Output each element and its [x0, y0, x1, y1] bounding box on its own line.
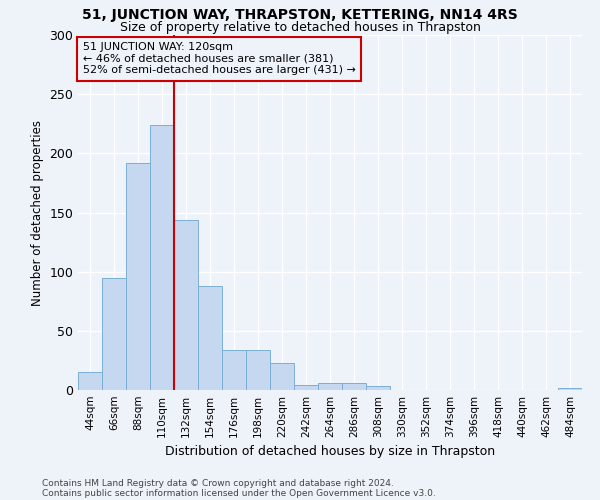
Bar	[246, 350, 270, 390]
Bar	[174, 220, 198, 390]
Y-axis label: Number of detached properties: Number of detached properties	[31, 120, 44, 306]
Bar	[222, 350, 246, 390]
Text: 51 JUNCTION WAY: 120sqm
← 46% of detached houses are smaller (381)
52% of semi-d: 51 JUNCTION WAY: 120sqm ← 46% of detache…	[83, 42, 356, 76]
Bar	[198, 286, 222, 390]
Bar	[102, 278, 126, 390]
Bar	[558, 388, 582, 390]
Bar	[318, 383, 342, 390]
X-axis label: Distribution of detached houses by size in Thrapston: Distribution of detached houses by size …	[165, 446, 495, 458]
Text: Size of property relative to detached houses in Thrapston: Size of property relative to detached ho…	[119, 22, 481, 35]
Bar	[126, 163, 150, 390]
Bar	[270, 363, 294, 390]
Bar	[366, 386, 390, 390]
Bar	[342, 383, 366, 390]
Text: Contains HM Land Registry data © Crown copyright and database right 2024.: Contains HM Land Registry data © Crown c…	[42, 478, 394, 488]
Text: Contains public sector information licensed under the Open Government Licence v3: Contains public sector information licen…	[42, 488, 436, 498]
Bar	[294, 386, 318, 390]
Bar	[150, 125, 174, 390]
Bar	[78, 372, 102, 390]
Text: 51, JUNCTION WAY, THRAPSTON, KETTERING, NN14 4RS: 51, JUNCTION WAY, THRAPSTON, KETTERING, …	[82, 8, 518, 22]
